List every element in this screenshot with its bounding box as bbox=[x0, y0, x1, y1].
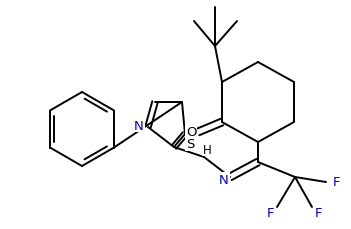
Text: F: F bbox=[332, 176, 340, 189]
Text: H: H bbox=[203, 143, 211, 156]
Text: H: H bbox=[203, 143, 211, 156]
Text: S: S bbox=[186, 138, 194, 151]
Text: F: F bbox=[314, 207, 322, 220]
Text: N: N bbox=[219, 173, 229, 186]
Text: F: F bbox=[267, 207, 275, 220]
Text: O: O bbox=[186, 126, 196, 139]
Text: N: N bbox=[134, 119, 144, 132]
